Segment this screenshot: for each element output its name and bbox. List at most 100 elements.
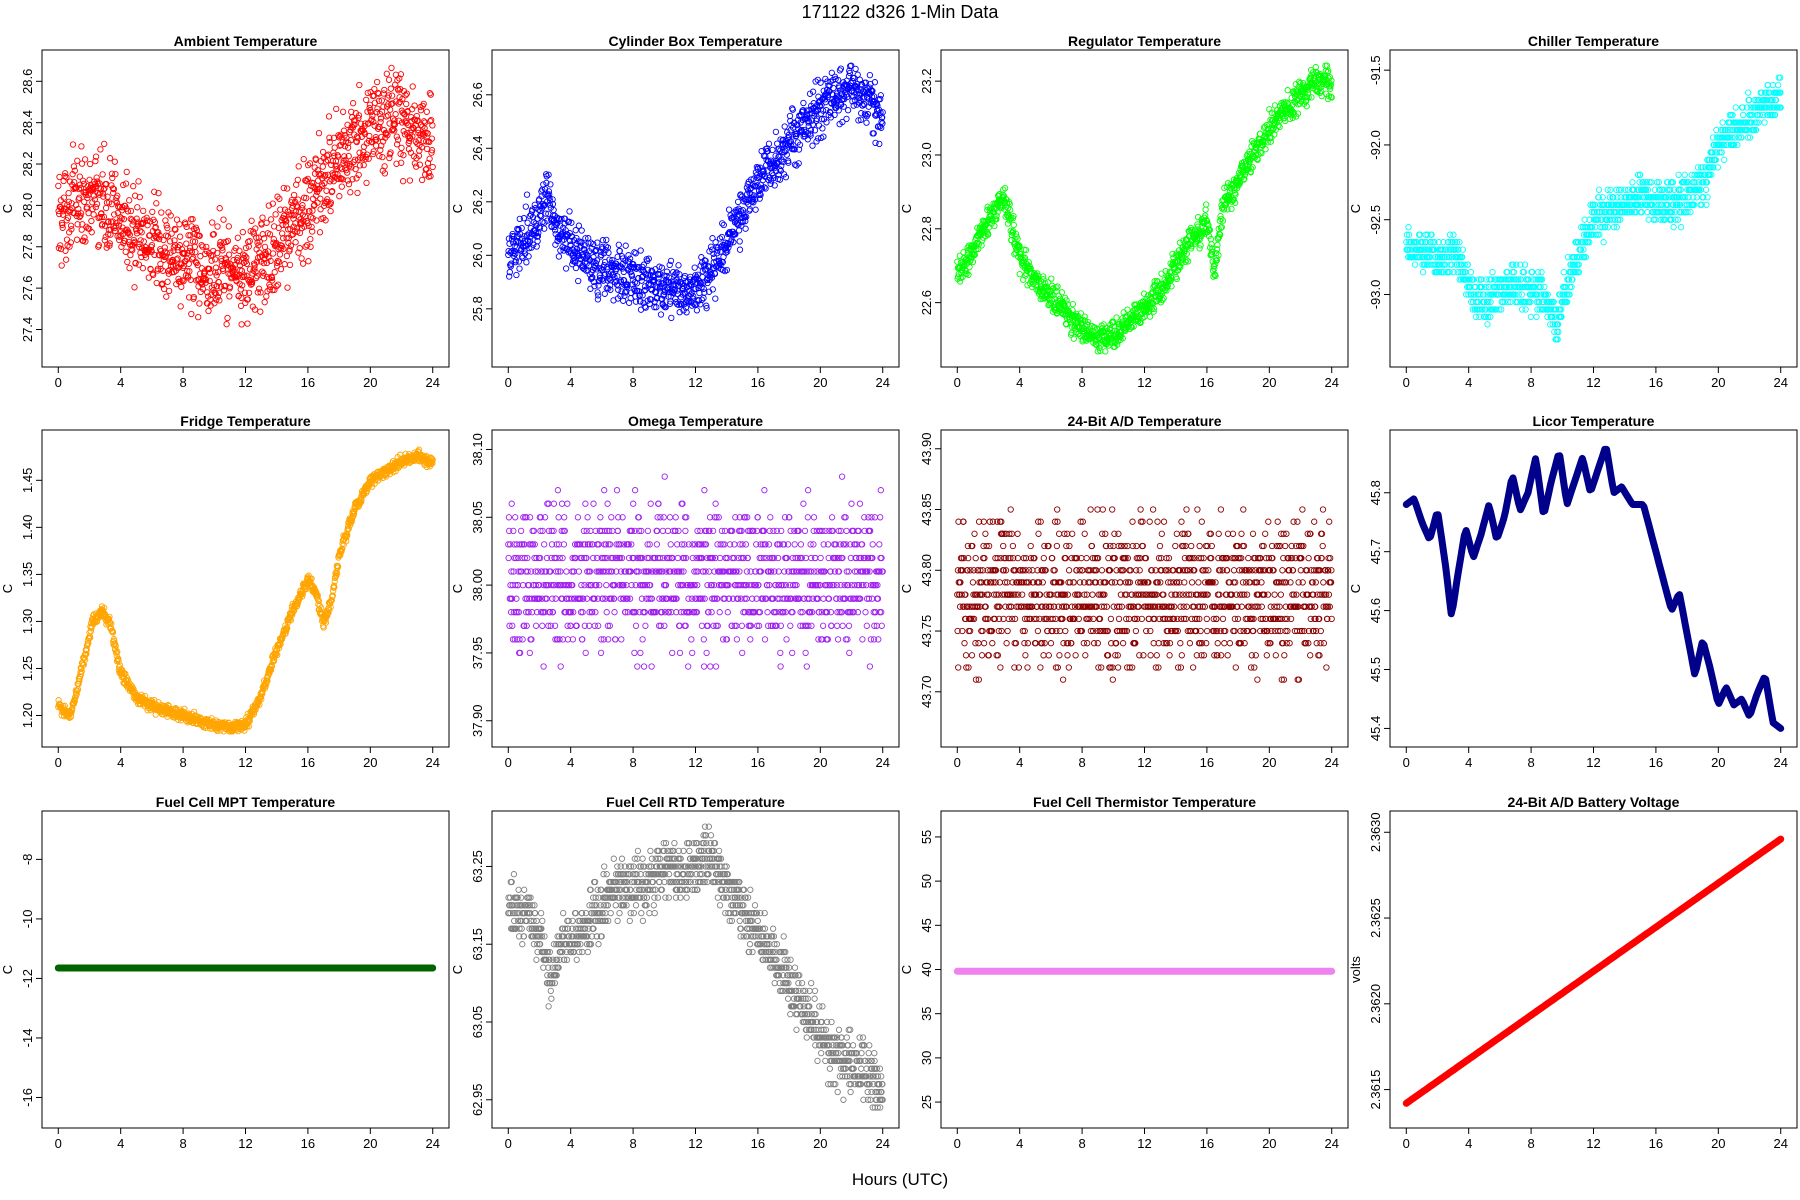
data-point: [59, 224, 66, 231]
data-series: [954, 62, 1335, 355]
data-point: [196, 300, 203, 307]
x-tick-label: 24: [1773, 375, 1787, 390]
data-point: [1016, 270, 1023, 278]
y-tick-label: 1.25: [20, 656, 35, 681]
data-point: [339, 108, 347, 115]
data-point: [123, 168, 130, 176]
data-point: [523, 259, 530, 266]
data-point: [93, 174, 100, 181]
data-point: [276, 251, 284, 258]
data-point: [403, 100, 410, 108]
x-tick-label: 4: [117, 755, 124, 770]
data-point: [111, 158, 118, 165]
data-point: [1276, 123, 1283, 131]
data-point: [1538, 268, 1545, 276]
data-point: [165, 287, 173, 295]
data-point: [420, 100, 427, 108]
data-point: [189, 238, 197, 245]
data-point: [104, 193, 111, 200]
data-point: [170, 247, 177, 254]
data-point: [1681, 171, 1688, 178]
data-point: [126, 264, 133, 272]
data-point: [1070, 335, 1077, 342]
plot-frame: [41, 429, 450, 748]
data-series: [505, 62, 886, 322]
x-tick-label: 12: [1137, 375, 1151, 390]
page-title: 171122 d326 1-Min Data: [801, 2, 999, 22]
data-point: [106, 240, 113, 247]
data-point: [1675, 171, 1682, 178]
x-tick-label: 8: [1078, 375, 1085, 390]
data-point: [115, 222, 123, 229]
data-point: [657, 311, 665, 318]
y-tick-label: 1.30: [20, 609, 35, 634]
data-point: [295, 163, 302, 170]
data-point: [272, 211, 279, 218]
data-point: [100, 213, 108, 221]
data-point: [92, 203, 99, 211]
data-point: [1450, 231, 1457, 238]
data-point: [616, 247, 623, 255]
data-point: [108, 170, 116, 177]
data-point: [1740, 111, 1747, 119]
data-point: [284, 185, 291, 192]
y-axis-label: C: [1348, 204, 1363, 213]
data-point: [112, 170, 119, 178]
data-point: [160, 256, 167, 263]
data-point: [139, 265, 147, 272]
data-point: [327, 207, 334, 215]
data-point: [124, 258, 131, 266]
x-tick-label: 12: [1586, 375, 1600, 390]
data-point: [852, 65, 859, 73]
data-point: [298, 255, 305, 262]
data-point: [110, 185, 118, 193]
y-tick-label: 26.4: [470, 136, 485, 161]
data-point: [299, 260, 307, 267]
data-point: [220, 216, 227, 223]
data-point: [1745, 89, 1752, 96]
y-tick-label: 1.40: [20, 515, 35, 540]
data-point: [333, 105, 340, 113]
data-point: [843, 115, 850, 123]
data-point: [1284, 87, 1291, 94]
y-tick-label: 1.45: [20, 468, 35, 493]
data-point: [162, 253, 169, 260]
data-point: [81, 156, 89, 163]
y-tick-label: 28.0: [20, 193, 35, 218]
data-point: [373, 78, 381, 86]
data-point: [134, 204, 141, 211]
data-point: [138, 229, 145, 236]
data-point: [522, 203, 529, 210]
data-point: [854, 71, 861, 78]
data-point: [872, 139, 879, 147]
data-point: [1541, 283, 1548, 291]
data-point: [383, 70, 390, 77]
y-tick-label: 27.6: [20, 275, 35, 300]
data-point: [325, 113, 333, 120]
data-point: [267, 216, 275, 223]
x-tick-label: 12: [238, 375, 252, 390]
data-point: [736, 238, 743, 245]
data-point: [151, 188, 158, 195]
data-point: [800, 99, 807, 107]
y-tick-label: 27.4: [20, 317, 35, 342]
data-point: [178, 283, 185, 290]
data-point: [65, 189, 72, 197]
data-point: [1775, 81, 1782, 89]
data-point: [294, 176, 301, 184]
data-point: [1677, 224, 1685, 231]
data-point: [1522, 306, 1529, 313]
data-point: [78, 143, 85, 150]
data-point: [55, 182, 62, 190]
data-point: [1411, 261, 1419, 268]
data-point: [781, 123, 788, 130]
data-point: [143, 214, 150, 221]
data-point: [67, 222, 75, 229]
data-point: [317, 206, 324, 213]
x-tick-label: 0: [1403, 375, 1410, 390]
y-tick-label: 1.35: [20, 562, 35, 587]
data-point: [60, 194, 68, 201]
data-point: [668, 314, 675, 322]
